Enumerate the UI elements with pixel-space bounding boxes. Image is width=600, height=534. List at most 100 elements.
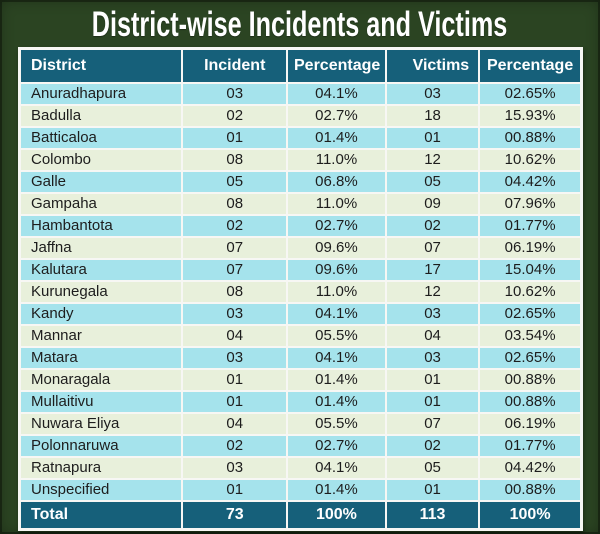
incident-percentage-cell: 04.1% <box>286 456 387 480</box>
table-row: Polonnaruwa 02 02.7% 02 01.77% <box>18 434 583 458</box>
victims-percentage-cell: 10.62% <box>478 148 583 172</box>
incident-cell: 08 <box>181 148 288 172</box>
header-victims-percentage: Percentage <box>478 47 583 84</box>
incident-percentage-cell: 09.6% <box>286 258 387 282</box>
header-victims: Victims <box>384 47 481 84</box>
victims-percentage-cell: 02.65% <box>478 82 583 106</box>
victims-percentage-cell: 00.88% <box>478 368 583 392</box>
district-cell: Matara <box>18 346 184 370</box>
victims-cell: 18 <box>384 104 481 128</box>
incident-cell: 01 <box>181 126 288 150</box>
table-row: Anuradhapura 03 04.1% 03 02.65% <box>18 82 583 106</box>
victims-percentage-cell: 00.88% <box>478 478 583 502</box>
total-incident-percentage-cell: 100% <box>286 500 387 531</box>
table-row: Mullaitivu 01 01.4% 01 00.88% <box>18 390 583 414</box>
table-total-row: Total 73 100% 113 100% <box>18 500 583 531</box>
victims-percentage-cell: 01.77% <box>478 434 583 458</box>
header-incident-percentage: Percentage <box>286 47 387 84</box>
victims-cell: 12 <box>384 280 481 304</box>
district-cell: Hambantota <box>18 214 184 238</box>
table-row: Ratnapura 03 04.1% 05 04.42% <box>18 456 583 480</box>
header-district: District <box>18 47 184 84</box>
table-row: Badulla 02 02.7% 18 15.93% <box>18 104 583 128</box>
victims-cell: 01 <box>384 390 481 414</box>
incident-percentage-cell: 02.7% <box>286 434 387 458</box>
district-cell: Badulla <box>18 104 184 128</box>
victims-percentage-cell: 15.93% <box>478 104 583 128</box>
incident-percentage-cell: 01.4% <box>286 368 387 392</box>
incident-cell: 05 <box>181 170 288 194</box>
incident-cell: 07 <box>181 258 288 282</box>
district-cell: Jaffna <box>18 236 184 260</box>
victims-percentage-cell: 06.19% <box>478 236 583 260</box>
victims-percentage-cell: 06.19% <box>478 412 583 436</box>
victims-cell: 12 <box>384 148 481 172</box>
district-cell: Nuwara Eliya <box>18 412 184 436</box>
victims-percentage-cell: 01.77% <box>478 214 583 238</box>
incident-percentage-cell: 02.7% <box>286 104 387 128</box>
incident-percentage-cell: 06.8% <box>286 170 387 194</box>
incident-cell: 03 <box>181 82 288 106</box>
incident-cell: 02 <box>181 104 288 128</box>
incident-cell: 08 <box>181 280 288 304</box>
incident-percentage-cell: 05.5% <box>286 412 387 436</box>
page-title-text: District-wise Incidents and Victims <box>92 5 508 44</box>
district-cell: Unspecified <box>18 478 184 502</box>
victims-cell: 01 <box>384 368 481 392</box>
table-row: Batticaloa 01 01.4% 01 00.88% <box>18 126 583 150</box>
page-title: District-wise Incidents and Victims <box>0 0 600 47</box>
district-cell: Mullaitivu <box>18 390 184 414</box>
victims-cell: 01 <box>384 126 481 150</box>
incident-cell: 04 <box>181 324 288 348</box>
victims-cell: 01 <box>384 478 481 502</box>
total-victims-cell: 113 <box>384 500 481 531</box>
incident-cell: 01 <box>181 368 288 392</box>
victims-percentage-cell: 15.04% <box>478 258 583 282</box>
incident-cell: 08 <box>181 192 288 216</box>
victims-cell: 04 <box>384 324 481 348</box>
table-row: Matara 03 04.1% 03 02.65% <box>18 346 583 370</box>
victims-percentage-cell: 04.42% <box>478 456 583 480</box>
victims-cell: 02 <box>384 214 481 238</box>
district-cell: Mannar <box>18 324 184 348</box>
table-row: Gampaha 08 11.0% 09 07.96% <box>18 192 583 216</box>
incident-cell: 07 <box>181 236 288 260</box>
incident-percentage-cell: 11.0% <box>286 280 387 304</box>
victims-cell: 03 <box>384 346 481 370</box>
incident-cell: 02 <box>181 434 288 458</box>
table-row: Unspecified 01 01.4% 01 00.88% <box>18 478 583 502</box>
incident-percentage-cell: 01.4% <box>286 390 387 414</box>
victims-percentage-cell: 07.96% <box>478 192 583 216</box>
victims-cell: 07 <box>384 236 481 260</box>
table-row: Monaragala 01 01.4% 01 00.88% <box>18 368 583 392</box>
incident-cell: 02 <box>181 214 288 238</box>
incident-cell: 03 <box>181 456 288 480</box>
table-row: Kurunegala 08 11.0% 12 10.62% <box>18 280 583 304</box>
victims-percentage-cell: 10.62% <box>478 280 583 304</box>
total-victims-percentage-cell: 100% <box>478 500 583 531</box>
victims-percentage-cell: 00.88% <box>478 126 583 150</box>
district-table: District Incident Percentage Victims Per… <box>18 47 583 531</box>
table-row: Colombo 08 11.0% 12 10.62% <box>18 148 583 172</box>
table-row: Nuwara Eliya 04 05.5% 07 06.19% <box>18 412 583 436</box>
incident-percentage-cell: 01.4% <box>286 478 387 502</box>
header-incident: Incident <box>181 47 288 84</box>
incident-cell: 03 <box>181 346 288 370</box>
incident-percentage-cell: 11.0% <box>286 148 387 172</box>
victims-cell: 07 <box>384 412 481 436</box>
incident-cell: 01 <box>181 478 288 502</box>
incident-cell: 01 <box>181 390 288 414</box>
victims-percentage-cell: 03.54% <box>478 324 583 348</box>
victims-cell: 17 <box>384 258 481 282</box>
table-row: Kalutara 07 09.6% 17 15.04% <box>18 258 583 282</box>
victims-cell: 03 <box>384 82 481 106</box>
district-cell: Colombo <box>18 148 184 172</box>
victims-cell: 09 <box>384 192 481 216</box>
victims-percentage-cell: 04.42% <box>478 170 583 194</box>
district-cell: Polonnaruwa <box>18 434 184 458</box>
incident-percentage-cell: 04.1% <box>286 82 387 106</box>
incident-cell: 03 <box>181 302 288 326</box>
district-cell: Anuradhapura <box>18 82 184 106</box>
table-row: Hambantota 02 02.7% 02 01.77% <box>18 214 583 238</box>
